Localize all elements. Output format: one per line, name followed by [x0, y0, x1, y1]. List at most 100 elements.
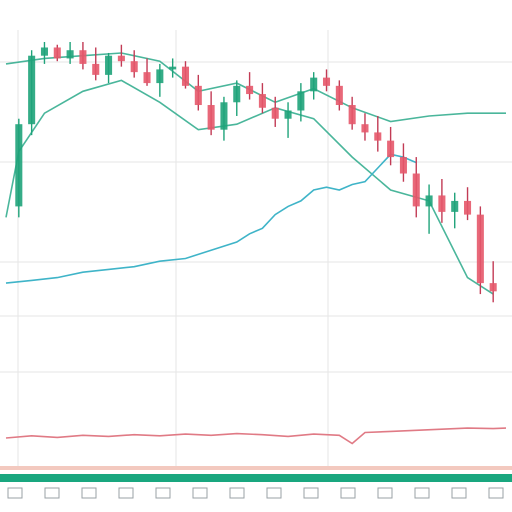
candle — [438, 179, 446, 223]
candle — [181, 61, 190, 89]
candle-body — [335, 85, 343, 106]
candle-body — [438, 195, 446, 212]
candle-body — [348, 105, 356, 125]
candle — [220, 96, 228, 141]
candle-body — [169, 66, 177, 70]
candle — [53, 44, 61, 62]
candle-body — [117, 55, 125, 62]
candle — [92, 47, 100, 81]
axis-tick-mark — [81, 487, 97, 499]
candle-body — [284, 110, 292, 119]
candle — [207, 91, 215, 136]
axis-tick-mark — [414, 487, 430, 499]
candle — [66, 42, 74, 64]
candle — [310, 72, 318, 100]
candle — [105, 52, 113, 84]
candle-body — [79, 50, 87, 64]
candle — [258, 83, 266, 114]
candle-body — [66, 50, 74, 59]
candle-body — [425, 195, 433, 207]
candle-body — [143, 72, 151, 84]
candle-body — [297, 91, 305, 111]
candle — [335, 80, 343, 111]
candle — [425, 184, 433, 234]
candle-body — [476, 214, 484, 284]
candle-body — [233, 85, 241, 103]
axis-tick-mark — [7, 487, 23, 499]
oscillator-line — [5, 427, 507, 445]
candle — [348, 96, 356, 130]
envelope-upper-line — [5, 52, 506, 123]
candle — [412, 157, 420, 218]
time-axis[interactable] — [0, 466, 512, 499]
axis-tick-mark — [377, 487, 393, 499]
axis-tick-mark — [229, 487, 245, 499]
candle-body — [464, 200, 472, 215]
candle-body — [105, 55, 113, 75]
candle — [464, 187, 472, 221]
candle-body — [28, 55, 36, 125]
oscillator-panel — [5, 427, 507, 445]
candle-body — [361, 124, 369, 133]
candle-body — [194, 85, 202, 106]
candle — [130, 50, 138, 78]
axis-tick-mark — [118, 487, 134, 499]
axis-strip — [0, 474, 512, 482]
candle-body — [40, 47, 48, 56]
candle-body — [387, 140, 395, 158]
axis-strip-top — [0, 466, 512, 470]
candle-body — [207, 105, 215, 130]
candle-body — [322, 77, 331, 86]
candle-body — [156, 69, 164, 84]
candle — [322, 69, 331, 92]
candle — [79, 42, 87, 70]
candle — [143, 58, 151, 86]
axis-tick-mark — [44, 487, 60, 499]
candle — [28, 50, 36, 136]
candle — [40, 42, 48, 64]
candle-body — [489, 283, 497, 292]
candle-body — [246, 85, 254, 95]
candle-body — [451, 200, 459, 212]
candle-body — [271, 107, 279, 119]
candle — [169, 58, 177, 78]
candle — [233, 80, 241, 116]
candle-body — [412, 173, 420, 207]
candle — [361, 113, 369, 141]
candle-body — [181, 66, 190, 86]
candle — [156, 63, 164, 97]
candle-body — [53, 47, 61, 59]
axis-tick-mark — [488, 487, 504, 499]
candle-body — [220, 102, 228, 130]
candle-body — [258, 94, 266, 108]
candle — [451, 192, 459, 229]
candle — [387, 126, 395, 166]
candle — [271, 96, 279, 127]
axis-tick-mark — [266, 487, 282, 499]
axis-tick-mark — [303, 487, 319, 499]
axis-tick-mark — [192, 487, 208, 499]
candle — [284, 102, 292, 138]
axis-tick-mark — [155, 487, 171, 499]
candle — [246, 72, 254, 100]
candle-body — [310, 77, 318, 92]
candle — [374, 115, 382, 152]
candle-body — [399, 157, 407, 174]
candle — [297, 83, 305, 122]
candle-body — [15, 124, 23, 207]
candle-body — [92, 63, 100, 75]
candle — [15, 118, 23, 218]
candles — [15, 42, 497, 303]
candle — [117, 44, 125, 67]
axis-tick-mark — [340, 487, 356, 499]
price-line — [5, 153, 417, 284]
candle — [476, 206, 484, 295]
candle — [194, 74, 202, 111]
candle — [489, 261, 497, 303]
candle-body — [130, 61, 138, 73]
axis-tick-mark — [451, 487, 467, 499]
candle-body — [374, 132, 382, 141]
